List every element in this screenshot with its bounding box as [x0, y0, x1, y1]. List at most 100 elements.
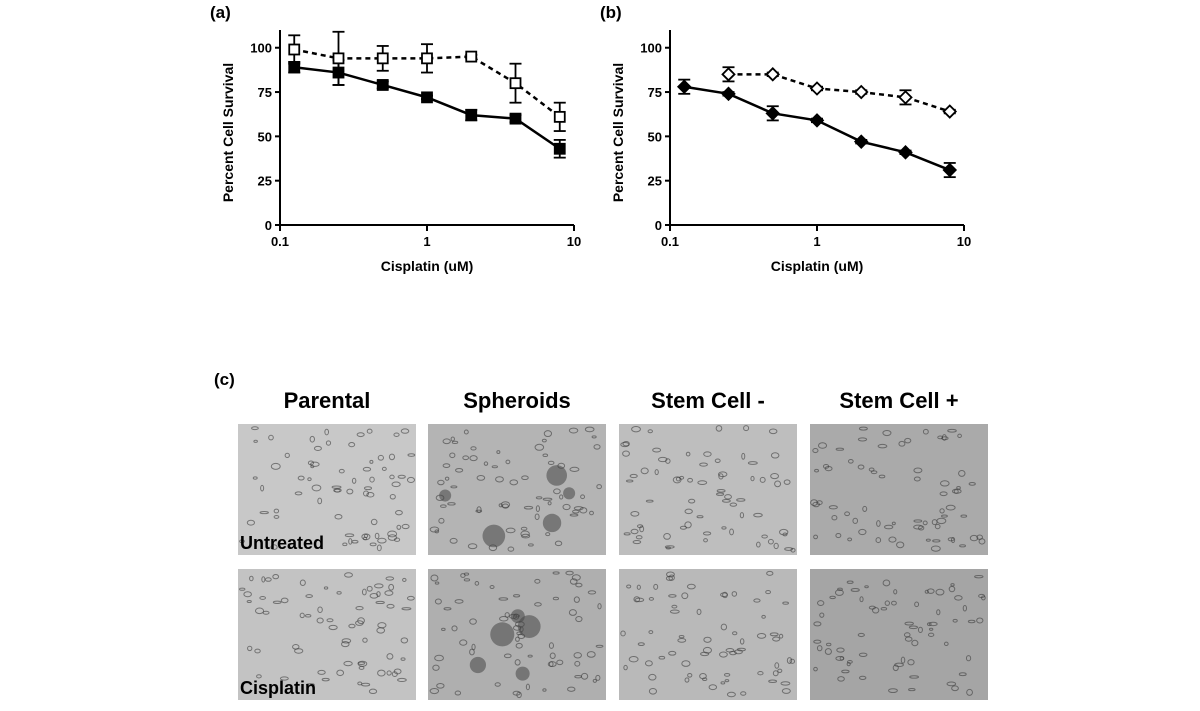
cell	[753, 598, 761, 603]
cell	[632, 539, 642, 545]
cell	[545, 532, 551, 537]
cell	[777, 668, 783, 673]
cell	[307, 460, 315, 466]
cell	[369, 542, 377, 547]
cell	[780, 681, 791, 686]
cell	[520, 530, 530, 538]
cell	[505, 527, 516, 534]
cell	[474, 581, 480, 586]
cell	[462, 455, 470, 461]
cell	[966, 688, 973, 696]
cell	[494, 682, 501, 687]
y-tick-label: 25	[648, 174, 662, 189]
cell	[699, 462, 708, 467]
cell	[931, 519, 938, 526]
cell	[389, 474, 395, 480]
cell	[657, 456, 668, 463]
cell	[239, 587, 246, 591]
cell	[443, 607, 452, 611]
cell	[893, 589, 898, 595]
cell	[368, 688, 378, 695]
cell	[503, 653, 512, 659]
cell	[888, 536, 897, 543]
x-tick-label: 0.1	[271, 234, 289, 249]
cell	[534, 578, 541, 584]
cell	[344, 572, 353, 578]
cell	[460, 573, 466, 578]
cell	[708, 684, 718, 691]
cell	[252, 476, 258, 480]
cell	[391, 671, 398, 677]
cell	[783, 479, 791, 485]
cell	[864, 585, 869, 589]
cell	[668, 650, 677, 656]
cell	[813, 621, 822, 627]
cell	[850, 587, 860, 592]
cell	[476, 474, 486, 481]
cell	[507, 546, 515, 552]
cell	[835, 532, 842, 539]
cell	[715, 492, 725, 496]
cell	[739, 512, 745, 519]
cell	[400, 428, 410, 434]
cell	[648, 673, 657, 681]
cell	[401, 523, 410, 530]
cell	[527, 543, 534, 547]
cell	[447, 502, 456, 506]
cell	[569, 513, 579, 517]
cell	[681, 660, 691, 667]
cell	[732, 631, 738, 636]
marker	[288, 43, 301, 56]
cell	[911, 639, 919, 647]
cell	[883, 524, 894, 530]
cell	[716, 488, 726, 493]
cell	[837, 676, 845, 682]
cell	[939, 480, 950, 487]
cell	[847, 458, 854, 464]
cell	[534, 443, 545, 451]
x-tick-label: 1	[813, 234, 820, 249]
cell	[361, 588, 367, 596]
micrograph	[810, 569, 988, 700]
marker	[853, 84, 869, 100]
cell	[789, 658, 795, 664]
cell	[369, 592, 379, 599]
cell	[668, 574, 675, 581]
cell	[442, 463, 451, 468]
cell	[361, 533, 371, 541]
cell	[945, 504, 956, 511]
cell	[358, 665, 365, 670]
cell	[831, 514, 838, 521]
cell	[846, 659, 853, 664]
cell	[396, 524, 402, 530]
panel-label: (c)	[214, 370, 235, 389]
cell	[756, 541, 761, 548]
cell	[273, 514, 280, 519]
cell	[976, 617, 984, 624]
cell	[261, 576, 266, 583]
cell	[362, 637, 368, 643]
cell	[595, 644, 604, 648]
cell	[908, 625, 919, 630]
cell	[304, 613, 312, 618]
cell	[635, 535, 643, 540]
cell	[254, 648, 261, 654]
cell	[592, 678, 597, 683]
cell	[956, 486, 961, 490]
cell	[400, 657, 406, 661]
cell	[926, 588, 935, 594]
cell	[687, 477, 693, 483]
cell	[756, 633, 767, 639]
cell	[562, 503, 571, 511]
cell	[857, 464, 865, 470]
cell	[741, 452, 746, 460]
cell	[774, 662, 780, 669]
cell	[321, 677, 330, 682]
cell	[951, 685, 959, 692]
cell	[454, 599, 464, 604]
y-axis-label: Percent Cell Survival	[220, 63, 236, 202]
cell	[958, 672, 967, 677]
cell	[844, 511, 851, 517]
cell	[913, 524, 923, 530]
